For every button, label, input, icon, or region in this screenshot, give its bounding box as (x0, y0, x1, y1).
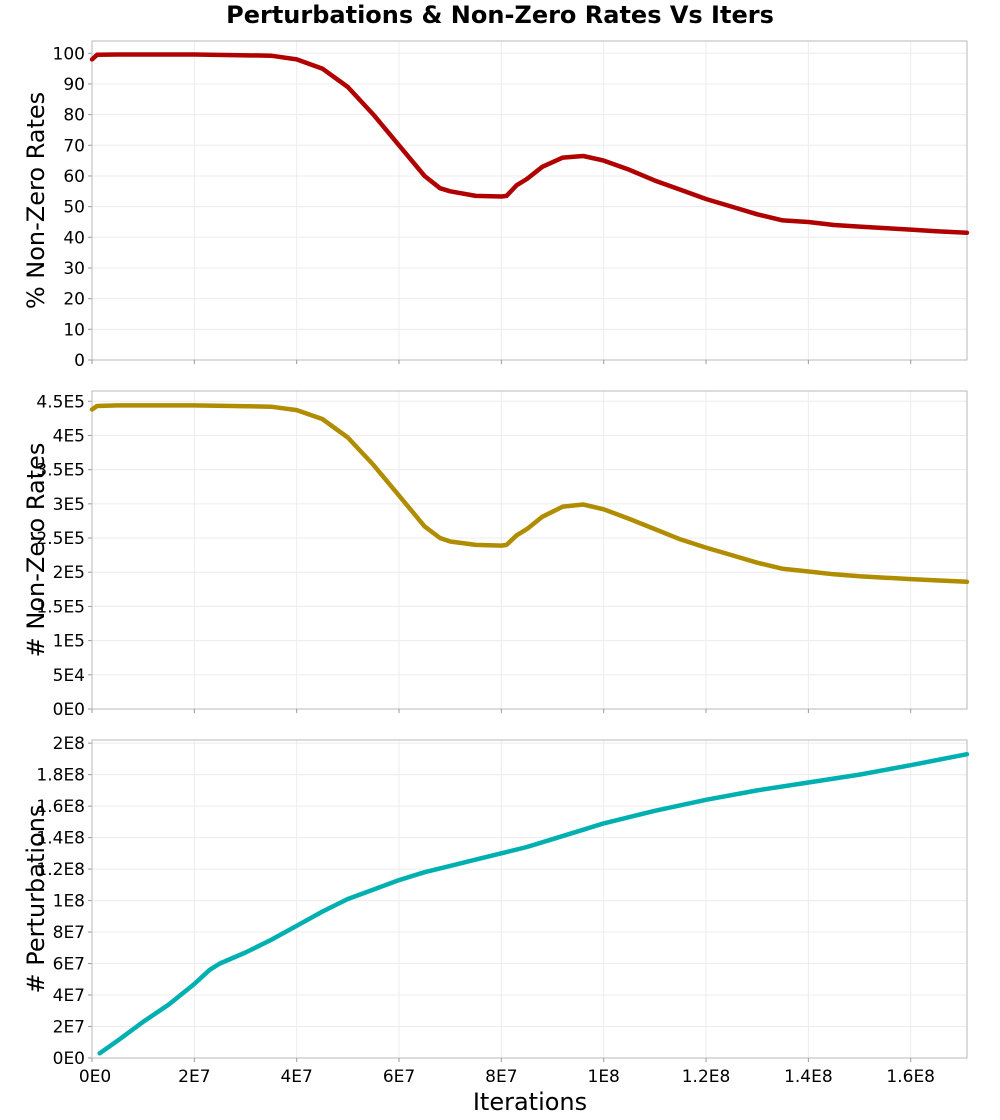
y-tick-label: 10 (63, 320, 85, 340)
x-tick-label: 0E0 (79, 1067, 111, 1087)
y-tick-label: 1.5E5 (36, 597, 85, 617)
x-tick-label: 2E7 (178, 1067, 210, 1087)
series-line (97, 751, 970, 1056)
y-tick-label: 5E4 (53, 666, 85, 686)
y-axis-label: # Non-Zero Rates (22, 443, 50, 658)
x-axis-label: Iterations (473, 1088, 587, 1116)
y-tick-label: 0E0 (53, 1049, 85, 1069)
y-tick-label: 1E8 (53, 892, 85, 912)
x-tick-label: 1E8 (588, 1067, 620, 1087)
panel-perturbations: 0E0 2E7 4E7 6E7 8E7 1E8 1.2E8 1.4E8 1.6E8 1.8E8 2E… (22, 734, 970, 1087)
y-axis-label: # Perturbations (22, 805, 50, 994)
y-tick-label: 80 (63, 106, 85, 126)
y-tick-label: 8E7 (53, 923, 85, 943)
y-axis-label: % Non-Zero Rates (22, 92, 50, 309)
y-tick-label: 30 (63, 259, 85, 279)
y-tick-label: 1.6E8 (36, 797, 85, 817)
y-tick-label: 20 (63, 290, 85, 310)
y-tick-label: 0 (74, 351, 85, 371)
x-tick-label: 6E7 (383, 1067, 415, 1087)
x-tick-label: 8E7 (485, 1067, 517, 1087)
series-line (89, 52, 970, 235)
y-tick-label: 6E7 (53, 955, 85, 975)
x-tick-label: 1.2E8 (682, 1067, 731, 1087)
y-tick-label: 2E5 (53, 563, 85, 583)
y-tick-label: 4.5E5 (36, 392, 85, 412)
y-tick-label: 4E5 (53, 426, 85, 446)
plot-frame (91, 390, 968, 710)
plot-frame (91, 40, 968, 361)
y-tick-label: 100 (53, 44, 85, 64)
y-tick-label: 3E5 (53, 495, 85, 515)
y-tick-label: 2E7 (53, 1018, 85, 1038)
plot-frame (91, 739, 968, 1059)
x-tick-label: 4E7 (280, 1067, 312, 1087)
panel-count-nonzero-rates: 0E0 5E4 1E5 1.5E5 2E5 2.5E5 3E5 3.5E5 4E5 4.5E5 # … (22, 390, 970, 720)
series-line (89, 403, 970, 585)
y-tick-label: 60 (63, 167, 85, 187)
y-tick-label: 90 (63, 75, 85, 95)
panel-percent-nonzero-rates: 0 10 20 30 40 50 60 70 80 90 100 % Non-Zero Rates (22, 40, 970, 371)
y-tick-label: 40 (63, 228, 85, 248)
y-tick-label: 2.5E5 (36, 529, 85, 549)
y-tick-label: 1.2E8 (36, 860, 85, 880)
x-tick-label: 1.6E8 (886, 1067, 935, 1087)
chart-title: Perturbations & Non-Zero Rates Vs Iters (226, 1, 774, 29)
y-tick-label: 70 (63, 136, 85, 156)
y-tick-label: 2E8 (53, 734, 85, 754)
y-tick-label: 4E7 (53, 986, 85, 1006)
y-tick-label: 1.4E8 (36, 829, 85, 849)
y-tick-label: 3.5E5 (36, 461, 85, 481)
y-tick-label: 0E0 (53, 700, 85, 720)
y-tick-label: 1E5 (53, 632, 85, 652)
y-tick-label: 1.8E8 (36, 766, 85, 786)
y-tick-label: 50 (63, 198, 85, 218)
x-tick-label: 1.4E8 (784, 1067, 833, 1087)
